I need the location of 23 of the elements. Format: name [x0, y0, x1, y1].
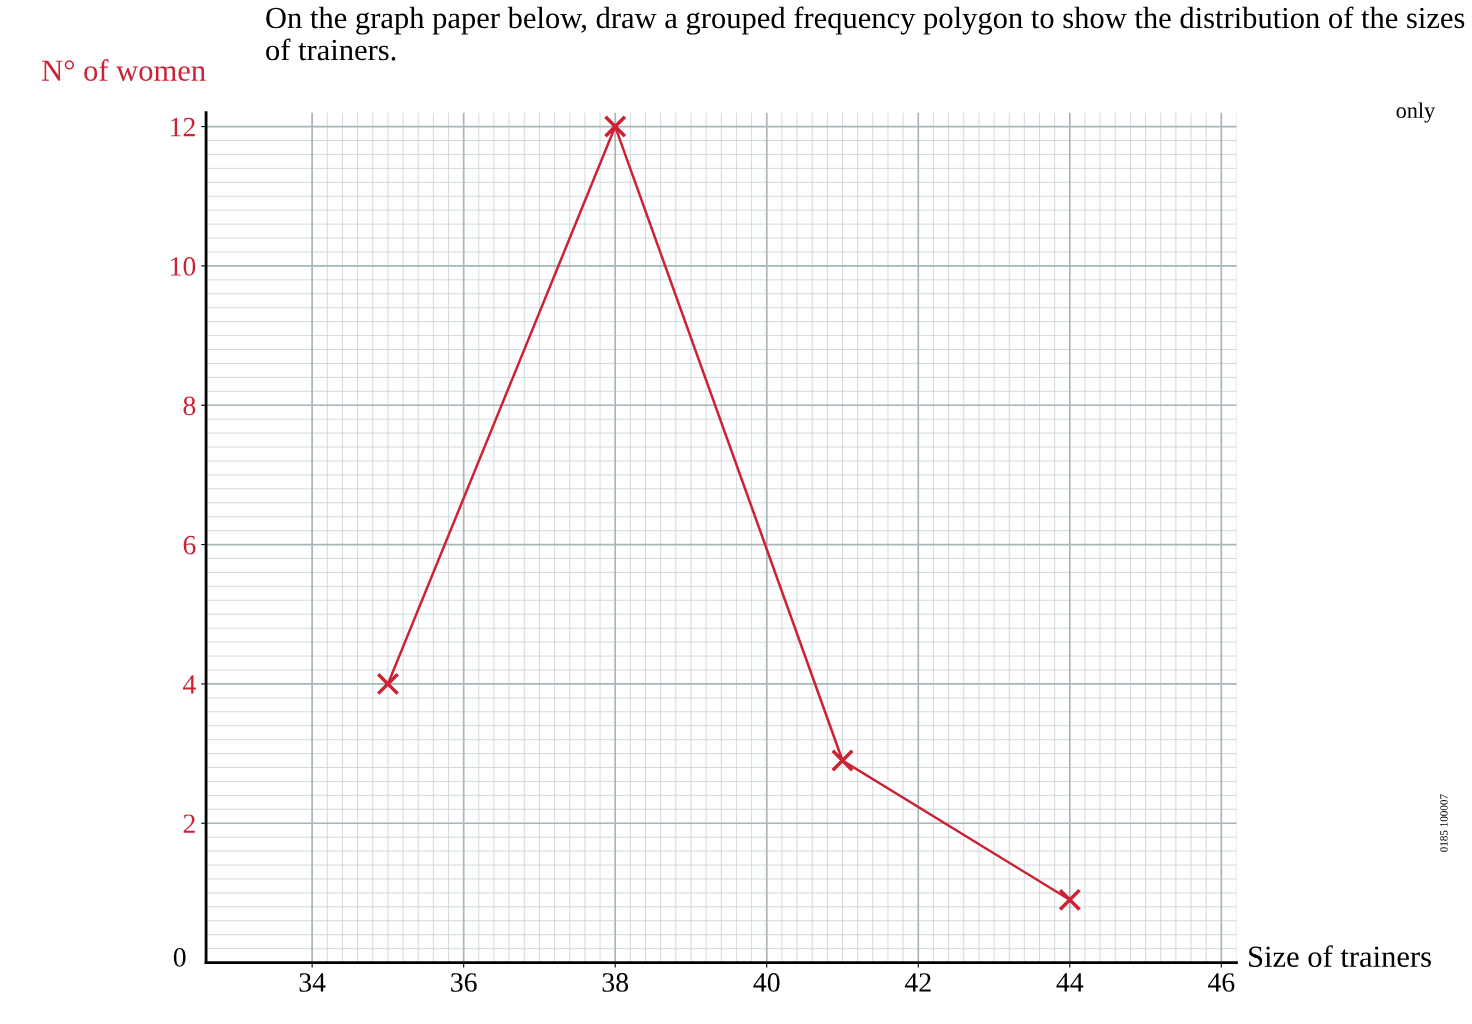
x-tick-label: 42 — [904, 973, 931, 992]
chart-title: On the graph paper below, draw a grouped frequency polygon to show the distribution of the sizes of trainers. — [266, 6, 1465, 61]
x-tick-label: 46 — [1207, 973, 1235, 992]
point — [603, 115, 627, 139]
x-tick-label: 38 — [602, 973, 629, 992]
x-tick-label: 40 — [753, 973, 780, 992]
point — [376, 672, 400, 696]
y-tick-label: 8 — [183, 396, 196, 416]
y-tick-label: 4 — [183, 675, 196, 694]
x-tick-label: 36 — [451, 973, 477, 992]
y-tick-label: 6 — [183, 535, 196, 555]
x-tick-label: 34 — [299, 973, 326, 992]
x-tick-label: 44 — [1056, 973, 1084, 992]
y-tick-label: 12 — [171, 117, 195, 137]
y-axis-title: N° of women — [42, 59, 206, 81]
y-tick-label: 2 — [183, 814, 195, 833]
point — [831, 749, 854, 772]
point — [1058, 888, 1082, 912]
x-axis-title: Size of trainers — [1249, 945, 1431, 968]
text: 0 — [173, 947, 186, 967]
text: 0185 100007 — [1440, 794, 1448, 852]
text: only — [1396, 102, 1436, 123]
y-tick-label: 10 — [171, 257, 196, 276]
